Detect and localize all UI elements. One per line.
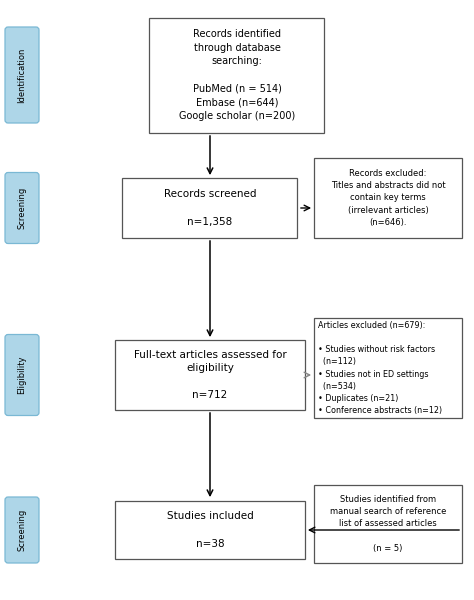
FancyBboxPatch shape xyxy=(314,158,462,238)
Text: Studies included

n=38: Studies included n=38 xyxy=(167,511,254,548)
Text: Identification: Identification xyxy=(18,47,27,103)
FancyBboxPatch shape xyxy=(5,497,39,563)
FancyBboxPatch shape xyxy=(314,485,462,563)
FancyBboxPatch shape xyxy=(314,318,462,418)
FancyBboxPatch shape xyxy=(115,340,305,410)
FancyBboxPatch shape xyxy=(5,27,39,123)
Text: Screening: Screening xyxy=(18,509,27,551)
Text: Full-text articles assessed for
eligibility

n=712: Full-text articles assessed for eligibil… xyxy=(134,350,286,400)
FancyBboxPatch shape xyxy=(5,173,39,244)
Text: Records identified
through database
searching:

PubMed (n = 514)
Embase (n=644)
: Records identified through database sear… xyxy=(179,29,295,121)
Text: Studies identified from
manual search of reference
list of assessed articles

(n: Studies identified from manual search of… xyxy=(330,495,446,553)
FancyBboxPatch shape xyxy=(122,178,298,238)
FancyBboxPatch shape xyxy=(5,335,39,415)
Text: Screening: Screening xyxy=(18,187,27,229)
Text: Articles excluded (n=679):

• Studies without risk factors
  (n=112)
• Studies n: Articles excluded (n=679): • Studies wit… xyxy=(318,321,442,415)
Text: Records excluded:
Titles and abstracts did not
contain key terms
(irrelevant art: Records excluded: Titles and abstracts d… xyxy=(331,169,445,227)
FancyBboxPatch shape xyxy=(149,17,325,133)
Text: Eligibility: Eligibility xyxy=(18,356,27,394)
FancyBboxPatch shape xyxy=(115,501,305,559)
Text: Records screened

n=1,358: Records screened n=1,358 xyxy=(164,190,256,227)
